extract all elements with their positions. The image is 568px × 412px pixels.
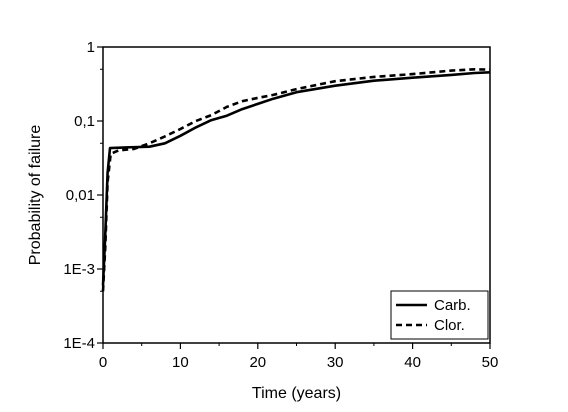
y-tick-label: 1E-4: [63, 335, 95, 352]
x-axis-label: Time (years): [252, 385, 341, 402]
series-line-carb: [101, 71, 491, 286]
x-tick-label: 40: [404, 354, 421, 371]
y-tick-label: 1E-3: [63, 261, 95, 278]
x-tick-label: 0: [99, 354, 107, 371]
legend-label-clor: Clor.: [434, 317, 465, 334]
x-tick-label: 20: [249, 354, 266, 371]
legend-box: [390, 290, 489, 340]
x-tick-label: 10: [172, 354, 189, 371]
series-line-clor: [101, 68, 491, 292]
y-tick-label: 0,1: [74, 113, 95, 130]
y-axis-label: Probability of failure: [27, 125, 44, 266]
y-tick-label: 1: [87, 39, 95, 56]
x-tick-label: 30: [327, 354, 344, 371]
legend-label-carb: Carb.: [434, 297, 471, 314]
legend: Carb. Clor.: [390, 290, 489, 340]
y-tick-label: 0,01: [66, 187, 95, 204]
x-tick-label: 50: [482, 354, 499, 371]
